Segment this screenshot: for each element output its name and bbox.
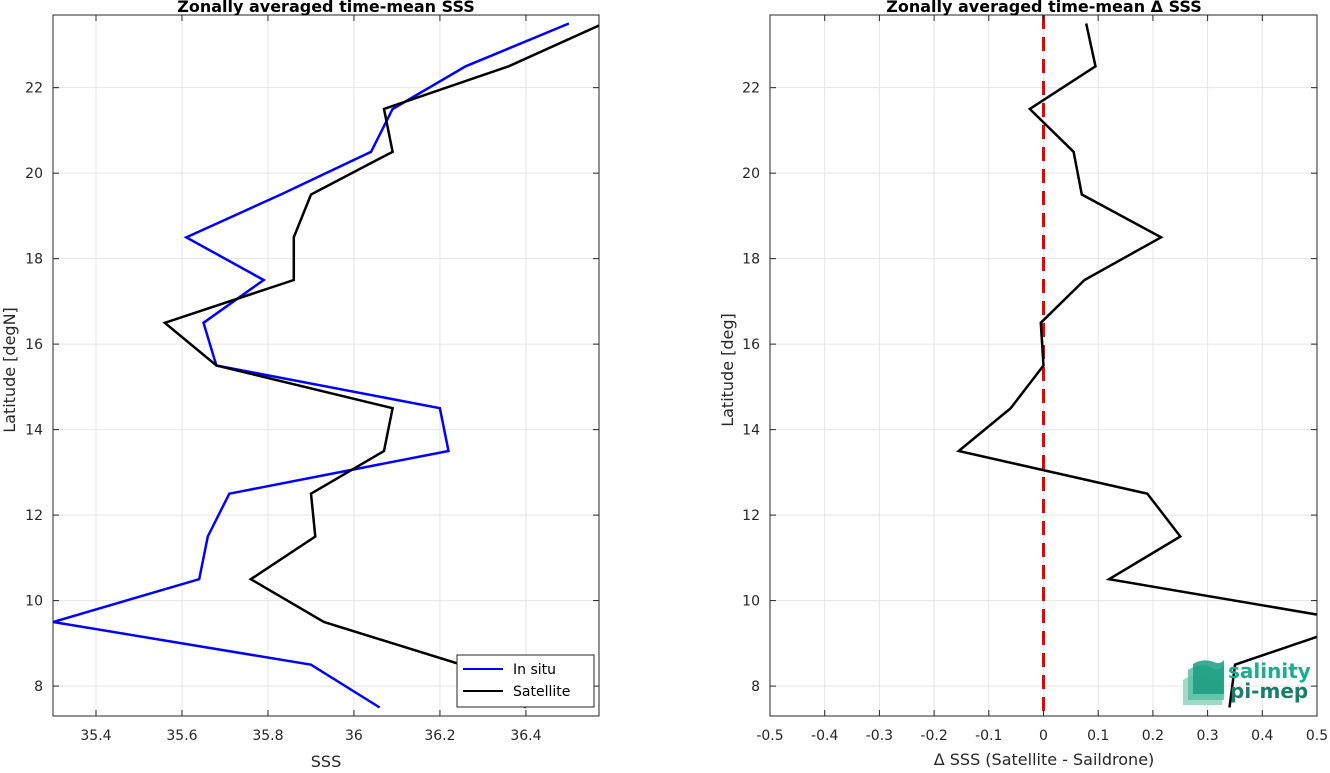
right-xtick-label: -0.5 <box>756 728 783 744</box>
right-series-line-delta-sss <box>955 23 1317 708</box>
right-ytick-label: 20 <box>742 166 760 182</box>
wave-icon <box>1183 660 1224 705</box>
right-ytick-label: 22 <box>742 81 760 97</box>
left-ytick-label: 8 <box>34 679 43 695</box>
right-panel: -0.5 -0.4 -0.3 -0.2 -0.1 0 0.1 0.2 0.3 0.4 0.5 8 10 1… <box>718 0 1328 769</box>
left-xlabel: SSS <box>311 752 341 769</box>
right-ytick-label: 12 <box>742 508 760 524</box>
right-xtick-label: -0.1 <box>975 728 1002 744</box>
right-ytick-label: 16 <box>742 337 760 353</box>
right-xtick-label: -0.4 <box>811 728 838 744</box>
left-xtick-label: 35.6 <box>166 728 197 744</box>
left-ytick-label: 16 <box>25 337 43 353</box>
left-ytick-label: 18 <box>25 252 43 268</box>
left-ytick-label: 14 <box>25 423 43 439</box>
left-ytick-label: 22 <box>25 81 43 97</box>
right-xtick-label: 0.1 <box>1087 728 1109 744</box>
right-xtick-label: 0.3 <box>1196 728 1218 744</box>
left-xtick-label: 36.2 <box>424 728 455 744</box>
left-title: Zonally averaged time-mean SSS <box>177 0 475 16</box>
left-xtick-label: 35.4 <box>80 728 111 744</box>
right-ticks: -0.5 -0.4 -0.3 -0.2 -0.1 0 0.1 0.2 0.3 0.4 0.5 8 10 1… <box>742 15 1328 744</box>
left-ytick-label: 10 <box>25 594 43 610</box>
left-panel: 35.4 35.6 35.8 36 36.2 36.4 8 10 12 14 16 18 20 22 Zo… <box>0 0 600 771</box>
left-xtick-label: 36.4 <box>510 728 541 744</box>
legend-box <box>456 654 595 708</box>
right-ytick-label: 10 <box>742 594 760 610</box>
left-ytick-label: 20 <box>25 166 43 182</box>
left-axes-box <box>52 14 600 717</box>
left-plot-area <box>53 15 599 716</box>
right-xtick-label: 0 <box>1039 728 1048 744</box>
left-xtick-label: 35.8 <box>252 728 283 744</box>
salinity-pi-mep-logo: salinity pi-mep <box>1183 659 1311 705</box>
left-data <box>53 22 599 709</box>
right-xtick-label: -0.3 <box>866 728 893 744</box>
right-ytick-label: 8 <box>751 679 760 695</box>
right-xtick-label: 0.5 <box>1306 728 1328 744</box>
right-xlabel: Δ SSS (Satellite - Saildrone) <box>934 750 1155 769</box>
left-ticks: 35.4 35.6 35.8 36 36.2 36.4 8 10 12 14 16 18 20 22 <box>25 15 599 744</box>
right-title: Zonally averaged time-mean Δ SSS <box>886 0 1202 16</box>
left-xtick-label: 36 <box>345 728 363 744</box>
right-ylabel: Latitude [deg] <box>718 313 737 427</box>
right-ytick-label: 18 <box>742 252 760 268</box>
legend-label-in-situ: In situ <box>513 662 556 678</box>
left-ylabel: Latitude [degN] <box>0 307 19 433</box>
right-xtick-label: -0.2 <box>920 728 947 744</box>
left-ytick-label: 12 <box>25 508 43 524</box>
left-series-line-satellite <box>162 24 599 709</box>
legend: In situ Satellite <box>456 654 595 708</box>
right-xtick-label: 0.4 <box>1251 728 1273 744</box>
right-xtick-label: 0.2 <box>1142 728 1164 744</box>
logo-text-salinity: salinity <box>1228 659 1311 683</box>
right-data <box>955 15 1317 716</box>
right-ytick-label: 14 <box>742 423 760 439</box>
logo-text-pi-mep: pi-mep <box>1230 679 1308 703</box>
legend-label-satellite: Satellite <box>513 684 570 700</box>
